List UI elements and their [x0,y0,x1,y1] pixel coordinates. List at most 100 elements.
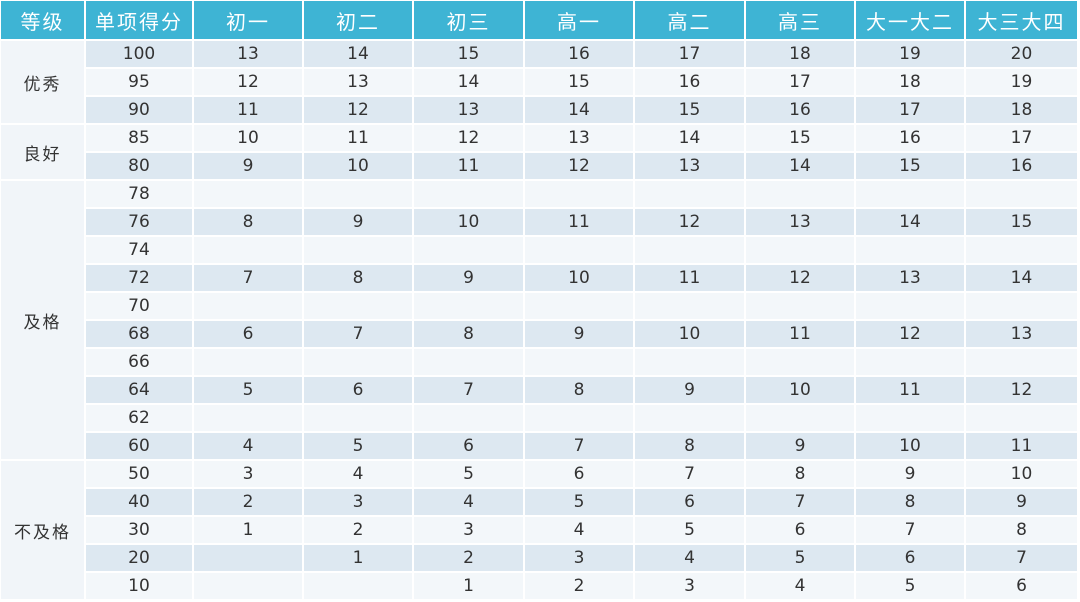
value-cell: 7 [414,377,523,403]
value-cell [635,349,744,375]
value-cell: 14 [414,69,523,95]
value-cell: 4 [304,461,412,487]
score-cell: 66 [86,349,192,375]
value-cell [746,405,854,431]
value-cell: 11 [414,153,523,179]
value-cell [746,349,854,375]
value-cell: 13 [414,97,523,123]
value-cell: 15 [856,153,964,179]
value-cell: 3 [525,545,633,571]
value-cell: 11 [635,265,744,291]
score-cell: 62 [86,405,192,431]
value-cell: 11 [966,433,1077,459]
score-cell: 20 [86,545,192,571]
value-cell [304,405,412,431]
value-cell: 2 [194,489,302,515]
value-cell [304,349,412,375]
header-cell: 初一 [194,1,302,39]
value-cell [414,181,523,207]
value-cell: 15 [414,41,523,67]
value-cell: 13 [304,69,412,95]
score-cell: 10 [86,573,192,599]
value-cell: 9 [635,377,744,403]
value-cell: 8 [304,265,412,291]
value-cell: 15 [635,97,744,123]
value-cell: 12 [746,265,854,291]
value-cell: 6 [635,489,744,515]
value-cell: 16 [746,97,854,123]
value-cell: 6 [966,573,1077,599]
value-cell: 3 [414,517,523,543]
value-cell [525,237,633,263]
value-cell [414,237,523,263]
value-cell: 6 [414,433,523,459]
value-cell [635,237,744,263]
grade-cell: 良好 [1,125,84,179]
value-cell: 8 [194,209,302,235]
value-cell: 4 [635,545,744,571]
value-cell: 3 [194,461,302,487]
value-cell: 17 [966,125,1077,151]
value-cell: 5 [856,573,964,599]
value-cell: 16 [635,69,744,95]
value-cell: 14 [856,209,964,235]
value-cell [856,181,964,207]
value-cell [635,293,744,319]
value-cell: 13 [856,265,964,291]
value-cell: 11 [304,125,412,151]
grade-cell: 不及格 [1,461,84,599]
value-cell [746,181,854,207]
value-cell: 7 [635,461,744,487]
value-cell: 6 [525,461,633,487]
value-cell: 5 [635,517,744,543]
score-cell: 85 [86,125,192,151]
score-cell: 95 [86,69,192,95]
value-cell: 9 [304,209,412,235]
value-cell [525,293,633,319]
value-cell: 12 [194,69,302,95]
score-cell: 100 [86,41,192,67]
value-cell: 15 [746,125,854,151]
value-cell: 9 [194,153,302,179]
header-cell: 大三大四 [966,1,1077,39]
value-cell [194,237,302,263]
score-cell: 64 [86,377,192,403]
value-cell: 10 [304,153,412,179]
value-cell [304,573,412,599]
value-cell: 9 [856,461,964,487]
value-cell [194,349,302,375]
value-cell: 3 [304,489,412,515]
score-cell: 90 [86,97,192,123]
value-cell [966,349,1077,375]
value-cell: 8 [525,377,633,403]
header-cell: 高一 [525,1,633,39]
value-cell [746,293,854,319]
value-cell: 14 [635,125,744,151]
value-cell: 12 [856,321,964,347]
value-cell: 4 [194,433,302,459]
value-cell [194,573,302,599]
value-cell [525,181,633,207]
value-cell: 11 [746,321,854,347]
grade-cell: 及格 [1,181,84,459]
header-cell: 初三 [414,1,523,39]
value-cell: 9 [966,489,1077,515]
value-cell: 10 [966,461,1077,487]
score-cell: 76 [86,209,192,235]
score-cell: 70 [86,293,192,319]
score-cell: 80 [86,153,192,179]
value-cell: 11 [856,377,964,403]
value-cell [304,237,412,263]
value-cell: 17 [635,41,744,67]
value-cell: 19 [966,69,1077,95]
value-cell: 14 [304,41,412,67]
value-cell: 2 [525,573,633,599]
value-cell: 6 [194,321,302,347]
value-cell: 7 [525,433,633,459]
value-cell: 18 [966,97,1077,123]
value-cell: 6 [746,517,854,543]
score-cell: 50 [86,461,192,487]
value-cell: 13 [746,209,854,235]
value-cell [966,405,1077,431]
value-cell: 3 [635,573,744,599]
